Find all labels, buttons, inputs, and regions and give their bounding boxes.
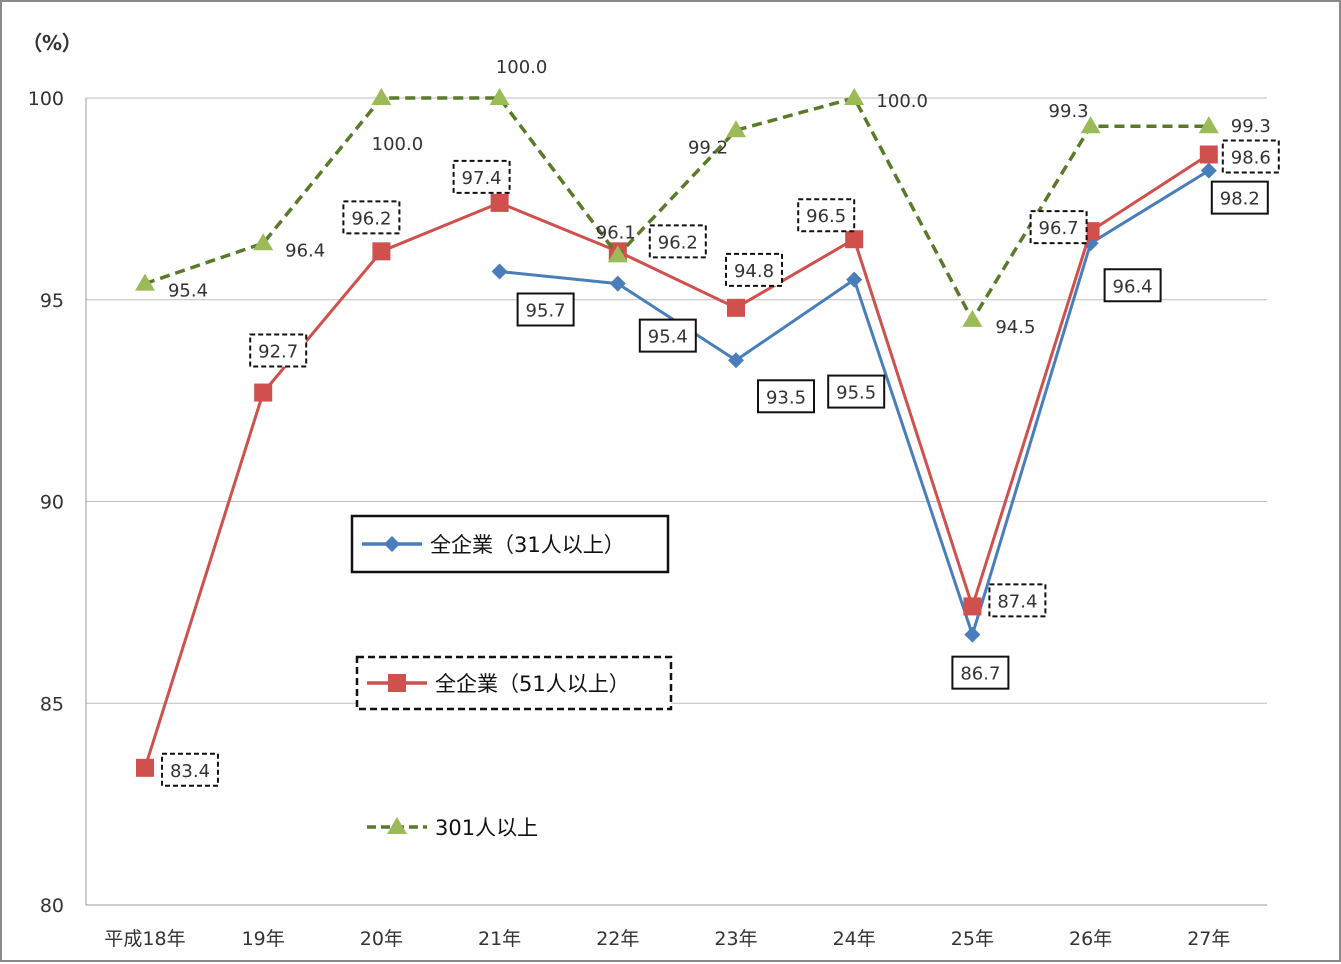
x-tick-label: 26年 [1069, 928, 1112, 950]
data-label-box [757, 379, 815, 414]
diamond-marker [846, 271, 863, 288]
square-marker [727, 298, 745, 317]
data-label-box [452, 159, 511, 194]
triangle-marker [726, 120, 746, 138]
data-label-box [797, 198, 856, 233]
x-tick-label: 平成18年 [104, 928, 185, 950]
data-label: 92.7 [258, 342, 298, 363]
data-label: 96.4 [1113, 276, 1153, 297]
legend-label: 全企業（31人以上） [430, 533, 625, 557]
data-label-box [516, 292, 575, 327]
y-tick-label: 85 [40, 693, 64, 715]
x-tick-label: 22年 [596, 928, 639, 950]
diamond-marker [1200, 162, 1217, 179]
diamond-marker [728, 352, 744, 369]
data-label: 96.4 [285, 240, 325, 261]
series-line [143, 153, 1210, 769]
diamond-marker [384, 536, 400, 552]
legend-label: 全企業（51人以上） [435, 672, 630, 696]
square-marker [1199, 145, 1218, 164]
square-marker [963, 597, 982, 616]
square-marker [372, 242, 391, 261]
data-label: 95.4 [168, 281, 208, 302]
data-label: 99.2 [688, 137, 728, 158]
legend-item: 301人以上 [367, 816, 538, 840]
data-label-box [638, 318, 697, 353]
triangle-marker [844, 88, 865, 105]
data-label-box [1103, 268, 1162, 303]
y-unit-label: （%） [22, 31, 82, 55]
x-tick-label: 24年 [833, 928, 876, 950]
data-label-box [161, 752, 219, 787]
data-label: 93.5 [766, 387, 806, 408]
data-label: 94.5 [995, 317, 1035, 338]
x-tick-label: 23年 [714, 928, 757, 950]
data-label: 86.7 [960, 664, 1000, 685]
data-label: 96.2 [351, 208, 391, 229]
data-label: 98.2 [1220, 189, 1260, 210]
y-tick-label: 95 [40, 290, 64, 312]
legend-label: 301人以上 [435, 816, 538, 840]
diamond-marker [609, 275, 626, 292]
triangle-marker [1080, 116, 1101, 134]
x-tick-label: 21年 [478, 928, 521, 950]
x-tick-label: 19年 [242, 928, 285, 950]
data-label: 96.1 [596, 222, 636, 243]
data-label: 100.0 [372, 134, 424, 155]
square-marker [254, 383, 273, 402]
square-marker [388, 674, 406, 692]
y-tick-label: 100 [28, 88, 64, 110]
triangle-marker [489, 88, 510, 105]
data-label-box [988, 583, 1047, 618]
triangle-marker [962, 309, 983, 327]
data-label: 94.8 [734, 261, 774, 282]
data-label: 96.5 [806, 206, 846, 227]
x-tick-label: 25年 [951, 928, 994, 950]
square-marker [136, 758, 154, 777]
y-tick-label: 90 [40, 492, 64, 514]
data-label-box [951, 655, 1010, 690]
legend-item: 全企業（31人以上） [350, 514, 670, 574]
diamond-marker [964, 626, 981, 643]
data-label: 96.7 [1039, 218, 1079, 239]
x-tick-label: 20年 [360, 928, 403, 950]
series-line [144, 96, 1209, 322]
data-label-box [1029, 210, 1088, 245]
data-label-box [1210, 180, 1269, 215]
data-label: 95.5 [836, 383, 876, 404]
data-label: 100.0 [876, 91, 928, 112]
triangle-marker [607, 245, 628, 263]
data-label-box [648, 224, 707, 259]
x-tick-label: 27年 [1187, 928, 1230, 950]
data-label: 100.0 [496, 57, 548, 78]
diamond-marker [491, 263, 508, 280]
y-tick-label: 80 [40, 895, 64, 917]
triangle-marker [371, 88, 392, 105]
triangle-marker [253, 233, 274, 251]
data-label-box [827, 374, 886, 409]
square-marker [490, 193, 509, 212]
data-label: 96.2 [658, 232, 698, 253]
data-label: 83.4 [170, 761, 210, 782]
data-label: 99.3 [1049, 101, 1089, 122]
data-label-box [1221, 139, 1280, 174]
series-2 [135, 88, 1219, 327]
data-label: 99.3 [1231, 116, 1271, 137]
triangle-marker [1198, 116, 1219, 134]
data-label: 95.7 [526, 301, 566, 322]
data-label-box [249, 333, 308, 368]
data-label: 97.4 [462, 168, 502, 189]
data-label: 95.4 [648, 327, 688, 348]
data-label-box [342, 200, 401, 235]
triangle-marker [135, 273, 155, 291]
data-label-box [725, 252, 783, 287]
legend-item: 全企業（51人以上） [355, 655, 673, 711]
data-label: 98.6 [1231, 147, 1271, 168]
square-marker [845, 230, 864, 249]
triangle-marker [387, 817, 407, 834]
data-label: 87.4 [997, 591, 1037, 612]
